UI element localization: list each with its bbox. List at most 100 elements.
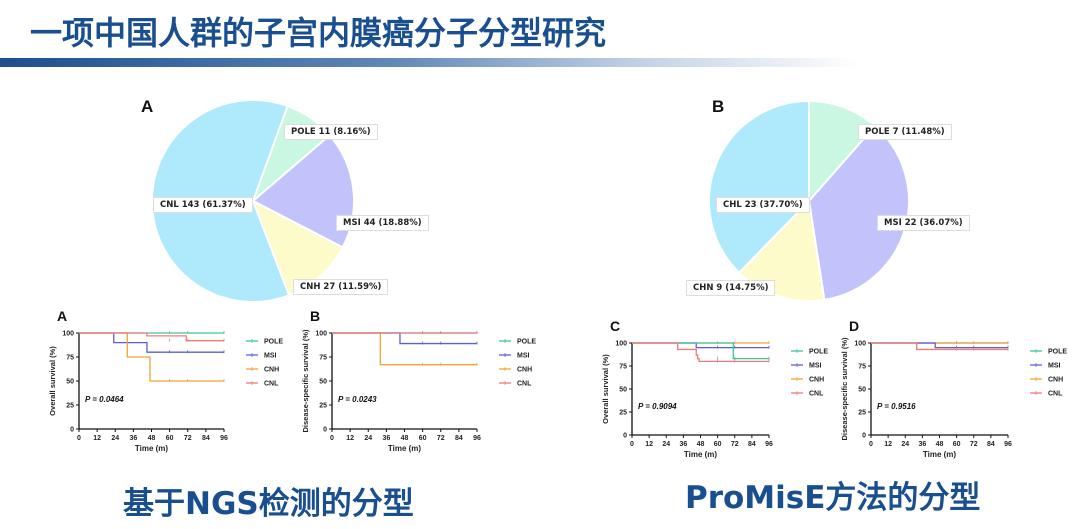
svg-text:CNL: CNL (809, 391, 824, 398)
pie-a-panel-letter: A (141, 97, 154, 116)
svg-text:84: 84 (202, 435, 210, 442)
svg-text:75: 75 (319, 355, 327, 362)
svg-text:60: 60 (714, 441, 722, 448)
km-plot-b-disease-specific-survival: B 0 25 50 75 100 0 12 24 36 48 60 72 84 96 Time (m) Dise… (301, 308, 536, 453)
svg-text:POLE: POLE (517, 339, 536, 346)
svg-text:24: 24 (662, 441, 670, 448)
title-underline-bar (0, 58, 860, 67)
svg-text:12: 12 (93, 435, 101, 442)
svg-text:12: 12 (645, 441, 653, 448)
svg-text:POLE: POLE (1048, 349, 1067, 356)
svg-text:100: 100 (62, 331, 74, 338)
svg-text:72: 72 (184, 435, 192, 442)
km-curve-cnl (871, 342, 1008, 351)
svg-text:100: 100 (854, 341, 866, 348)
svg-text:60: 60 (953, 441, 961, 448)
svg-text:36: 36 (129, 435, 137, 442)
svg-text:Time (m): Time (m) (135, 444, 169, 453)
svg-text:P = 0.9094: P = 0.9094 (638, 402, 677, 411)
svg-text:96: 96 (1004, 441, 1012, 448)
svg-text:25: 25 (858, 410, 866, 417)
svg-text:Time (m): Time (m) (923, 450, 957, 459)
svg-text:96: 96 (473, 435, 481, 442)
pie-a-label-pole: POLE 11 (8.16%) (284, 124, 378, 140)
svg-text:0: 0 (70, 427, 74, 434)
svg-text:24: 24 (901, 441, 909, 448)
pie-chart-ngs (151, 99, 355, 303)
svg-text:96: 96 (220, 435, 228, 442)
svg-text:25: 25 (66, 403, 74, 410)
svg-text:0: 0 (323, 427, 327, 434)
subtitle-promise: ProMisE方法的分型 (685, 480, 981, 516)
pie-b-label-msi: MSI 22 (36.07%) (877, 215, 970, 231)
svg-text:P = 0.0243: P = 0.0243 (338, 395, 377, 404)
svg-text:0: 0 (623, 433, 627, 440)
svg-text:Time (m): Time (m) (388, 444, 422, 453)
km-plot-d-disease-specific-survival: D 0 25 50 75 100 0 12 24 36 48 60 72 84 96 Time (m) Dise… (840, 318, 1067, 459)
svg-text:50: 50 (319, 379, 327, 386)
svg-text:CNH: CNH (1048, 377, 1063, 384)
svg-text:CNH: CNH (264, 367, 279, 374)
svg-text:60: 60 (166, 435, 174, 442)
svg-text:75: 75 (66, 355, 74, 362)
svg-text:0: 0 (77, 435, 81, 442)
svg-text:Time (m): Time (m) (684, 450, 718, 459)
svg-text:12: 12 (884, 441, 892, 448)
pie-b-panel-letter: B (712, 97, 725, 116)
svg-text:72: 72 (437, 435, 445, 442)
svg-text:A: A (57, 308, 67, 324)
svg-text:12: 12 (346, 435, 354, 442)
svg-text:96: 96 (765, 441, 773, 448)
pie-a-label-cnl: CNL 143 (61.37%) (153, 197, 253, 213)
svg-text:48: 48 (697, 441, 705, 448)
svg-text:48: 48 (936, 441, 944, 448)
svg-text:25: 25 (619, 410, 627, 417)
svg-text:MSI: MSI (517, 353, 530, 360)
km-curve-msi (871, 342, 1008, 349)
pie-slice-chn (737, 198, 826, 302)
pie-b-label-chn: CHN 9 (14.75%) (686, 280, 776, 296)
svg-text:Disease-specific survival (%): Disease-specific survival (%) (301, 329, 310, 432)
svg-text:MSI: MSI (809, 363, 822, 370)
svg-text:36: 36 (382, 435, 390, 442)
svg-text:50: 50 (619, 387, 627, 394)
km-curve-cnl (79, 332, 224, 342)
svg-text:100: 100 (315, 331, 327, 338)
svg-text:POLE: POLE (264, 339, 283, 346)
pie-b-label-chl: CHL 23 (37.70%) (716, 197, 810, 213)
svg-text:84: 84 (455, 435, 463, 442)
svg-text:0: 0 (630, 441, 634, 448)
svg-text:CNL: CNL (1048, 391, 1063, 398)
svg-text:MSI: MSI (1048, 363, 1061, 370)
pie-b-label-pole: POLE 7 (11.48%) (858, 124, 952, 140)
svg-text:Overall survival (%): Overall survival (%) (48, 346, 57, 416)
svg-text:P = 0.9516: P = 0.9516 (877, 402, 916, 411)
svg-text:72: 72 (731, 441, 739, 448)
km-plot-a-overall-survival: A 0 25 50 75 100 0 12 24 36 48 60 72 84 96 Time (m) Over… (48, 308, 283, 453)
svg-text:24: 24 (111, 435, 119, 442)
km-curve-pole (632, 342, 769, 360)
svg-text:Overall survival (%): Overall survival (%) (601, 354, 610, 424)
km-plot-c-overall-survival: C 0 25 50 75 100 0 12 24 36 48 60 72 84 96 Time (m) Over… (601, 318, 828, 459)
svg-text:POLE: POLE (809, 349, 828, 356)
svg-text:24: 24 (364, 435, 372, 442)
pie-a-label-msi: MSI 44 (18.88%) (336, 215, 429, 231)
svg-text:48: 48 (148, 435, 156, 442)
pie-chart-promise (708, 99, 910, 302)
svg-text:48: 48 (401, 435, 409, 442)
svg-text:72: 72 (970, 441, 978, 448)
svg-text:CNH: CNH (517, 367, 532, 374)
pie-slice-cnh (251, 198, 345, 297)
svg-text:50: 50 (66, 379, 74, 386)
svg-text:75: 75 (619, 364, 627, 371)
km-curve-msi (632, 342, 769, 349)
svg-text:C: C (610, 318, 620, 334)
svg-text:CNH: CNH (809, 377, 824, 384)
svg-text:CNL: CNL (264, 381, 279, 388)
km-curve-cnl (632, 342, 769, 363)
svg-text:MSI: MSI (264, 353, 277, 360)
svg-text:84: 84 (987, 441, 995, 448)
pie-slice-msi (251, 133, 355, 249)
km-curve-msi (332, 332, 477, 345)
svg-text:36: 36 (679, 441, 687, 448)
